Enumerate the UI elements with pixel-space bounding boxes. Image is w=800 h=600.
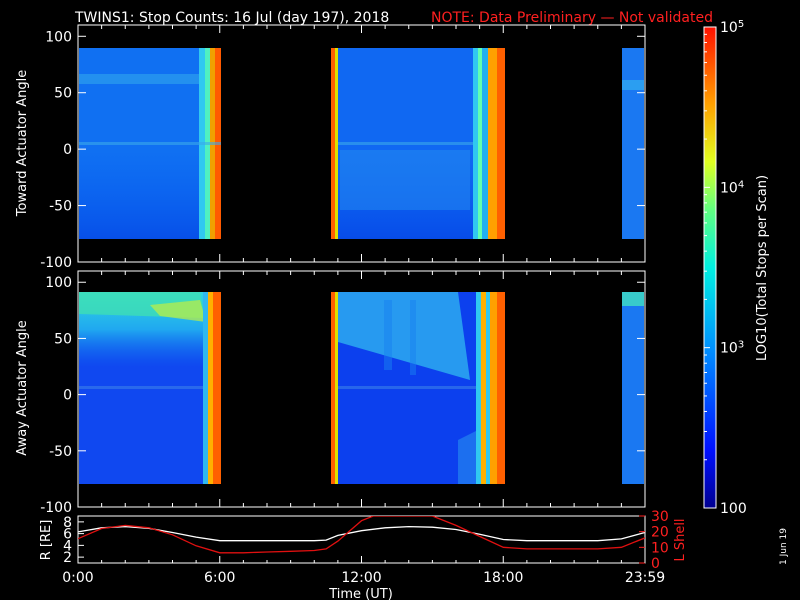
ytick-label: 50 <box>54 331 72 347</box>
ytick-label: 0 <box>63 142 72 158</box>
colorbar-tick-label: 104 <box>720 179 744 196</box>
colorbar: 105 104 103 100 LOG10(Total Stops per Scan) <box>703 19 770 517</box>
away-zero-seg1 <box>79 386 203 389</box>
away-panel: 100 50 0 -50 -100 Away Actuator Angle <box>15 270 646 516</box>
toward-seg2-edge-l2 <box>335 48 338 239</box>
toward-seg2-edge-a <box>473 48 478 239</box>
toward-ylabel: Toward Actuator Angle <box>15 70 30 217</box>
colorbar-ticks: 105 104 103 100 <box>704 19 747 517</box>
away-seg2-edge-l2 <box>335 292 338 484</box>
orbit-right-tick-label: 20 <box>651 525 669 541</box>
orbit-right-tick-label: 30 <box>651 509 669 525</box>
ytick-label: -100 <box>40 255 72 271</box>
side-date-label: 1 Jun 19 <box>779 528 789 565</box>
ytick-label: -50 <box>49 444 72 460</box>
away-seg2-stripe-a <box>384 300 392 370</box>
ytick-label: 100 <box>45 275 72 291</box>
toward-yticks: 100 50 0 -50 -100 <box>40 25 646 271</box>
orbit-left-ylabel: R [RE] <box>39 520 54 561</box>
xtick-label: 6:00 <box>204 570 235 586</box>
away-seg2-edge-c <box>486 292 490 484</box>
away-seg2-top <box>331 292 470 380</box>
orbit-xticks: 0:00 6:00 12:00 18:00 23:59 <box>62 556 665 586</box>
orbit-lines <box>78 516 645 554</box>
away-zero-seg2 <box>338 386 476 389</box>
toward-seg1-low <box>79 150 221 239</box>
orbit-right-tick-label: 0 <box>651 556 660 572</box>
toward-seg3-band <box>622 80 644 90</box>
ytick-label: 0 <box>63 388 72 404</box>
toward-panel: 100 50 0 -50 -100 Toward Actuator Angle <box>15 24 646 271</box>
toward-zero-seg1 <box>79 142 221 145</box>
lshell-series-line <box>78 516 645 554</box>
ytick-label: 50 <box>54 86 72 102</box>
toward-seg2-edge-c <box>482 48 488 239</box>
away-heatmap <box>79 292 644 484</box>
away-seg1-edge-a <box>203 292 208 484</box>
orbit-left-tick-label: 8 <box>63 515 72 531</box>
xtick-label: 0:00 <box>62 570 93 586</box>
data-note: NOTE: Data Preliminary — Not validated <box>431 10 713 26</box>
toward-seg1-band <box>79 74 199 84</box>
orbit-left-tick-label: 6 <box>63 527 72 543</box>
colorbar-tick-label: 105 <box>720 19 744 36</box>
chart-title: TWINS1: Stop Counts: 16 Jul (day 197), 2… <box>74 10 389 26</box>
colorbar-tick-label: 100 <box>720 501 747 517</box>
orbit-left-tick-label: 2 <box>63 550 72 566</box>
colorbar-tick-label: 103 <box>720 340 744 357</box>
orbit-left-tick-label: 4 <box>63 538 72 554</box>
ytick-label: -100 <box>40 500 72 516</box>
away-seg1-hot <box>150 300 206 322</box>
xtick-label: 12:00 <box>341 570 381 586</box>
away-seg2-edge-l <box>331 292 335 484</box>
toward-seg2-edge-b <box>478 48 482 239</box>
away-seg1-edge-b <box>208 292 213 484</box>
xtick-label: 18:00 <box>483 570 523 586</box>
orbit-right-tick-label: 10 <box>651 540 669 556</box>
orbit-xlabel: Time (UT) <box>328 587 393 600</box>
xtick-label: 23:59 <box>625 570 665 586</box>
toward-seg2-edge-e <box>497 48 505 239</box>
away-yticks: 100 50 0 -50 -100 <box>40 271 646 516</box>
away-seg1-edge-c <box>213 292 221 484</box>
away-seg2-edge-e <box>497 292 505 484</box>
r-series-line <box>78 525 645 542</box>
orbit-axes-frame <box>77 515 646 564</box>
away-seg2-lowpatch <box>458 430 478 484</box>
toward-seg2-edge-d <box>488 48 497 239</box>
away-seg2-edge-d <box>490 292 497 484</box>
toward-seg3-bg <box>622 48 644 239</box>
away-seg2-edge-b <box>481 292 486 484</box>
away-seg3-bg <box>622 292 644 484</box>
toward-heatmap <box>79 48 644 239</box>
away-seg2-edge-a <box>476 292 481 484</box>
ytick-label: -50 <box>49 199 72 215</box>
colorbar-label: LOG10(Total Stops per Scan) <box>755 175 770 361</box>
away-seg3-top <box>622 292 644 306</box>
away-ylabel: Away Actuator Angle <box>15 320 30 455</box>
away-seg2-stripe-b <box>410 300 416 375</box>
colorbar-gradient <box>704 27 716 508</box>
toward-seg2-patch <box>340 150 470 210</box>
ytick-label: 100 <box>45 29 72 45</box>
toward-zero-seg2 <box>338 142 473 145</box>
toward-seg2-edge-l <box>331 48 335 239</box>
orbit-right-ylabel: L Shell <box>673 518 688 561</box>
